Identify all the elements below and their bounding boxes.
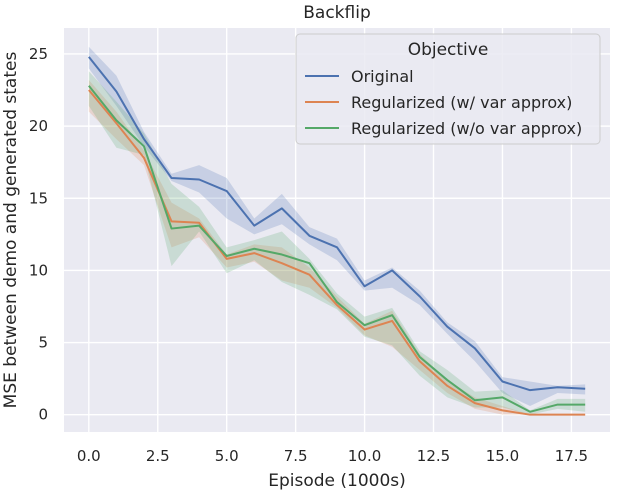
y-axis-label: MSE between demo and generated states bbox=[1, 52, 21, 409]
legend-box bbox=[295, 33, 601, 145]
confidence-bands bbox=[88, 46, 586, 415]
x-tick-label: 7.5 bbox=[284, 447, 308, 465]
series-lines bbox=[88, 56, 586, 416]
chart-title: Backflip bbox=[303, 3, 371, 23]
x-tick-label: 5.0 bbox=[215, 447, 239, 465]
y-tick-label: 10 bbox=[29, 261, 48, 279]
y-tick-label: 5 bbox=[38, 334, 48, 352]
y-tick-label: 20 bbox=[29, 117, 48, 135]
y-tick-label: 25 bbox=[29, 45, 48, 63]
y-tick-labels: 0 5 10 15 20 25 bbox=[29, 45, 48, 424]
band-regularized-w-o-var-approx bbox=[88, 71, 586, 415]
y-tick-label: 0 bbox=[38, 406, 48, 424]
x-axis-label: Episode (1000s) bbox=[268, 471, 406, 491]
y-tick-label: 15 bbox=[29, 189, 48, 207]
line-original bbox=[88, 56, 586, 392]
line-regularized-w-o-var-approx bbox=[88, 85, 586, 413]
legend: Objective Original Regularized (w/ var ap… bbox=[295, 33, 601, 145]
x-tick-label: 2.5 bbox=[146, 447, 170, 465]
x-tick-labels: 0.0 2.5 5.0 7.5 10.0 12.5 15.0 17.5 bbox=[77, 447, 588, 465]
legend-title: Objective bbox=[408, 40, 489, 60]
legend-label-original: Original bbox=[351, 67, 414, 86]
legend-label-regularized-w-var-approx: Regularized (w/ var approx) bbox=[351, 93, 572, 112]
x-tick-label: 17.5 bbox=[555, 447, 588, 465]
x-tick-label: 0.0 bbox=[77, 447, 101, 465]
x-tick-label: 10.0 bbox=[348, 447, 381, 465]
x-tick-label: 15.0 bbox=[486, 447, 519, 465]
legend-label-regularized-w-o-var-approx: Regularized (w/o var approx) bbox=[351, 119, 582, 138]
x-tick-label: 12.5 bbox=[417, 447, 450, 465]
line-regularized-w-var-approx bbox=[88, 89, 586, 416]
